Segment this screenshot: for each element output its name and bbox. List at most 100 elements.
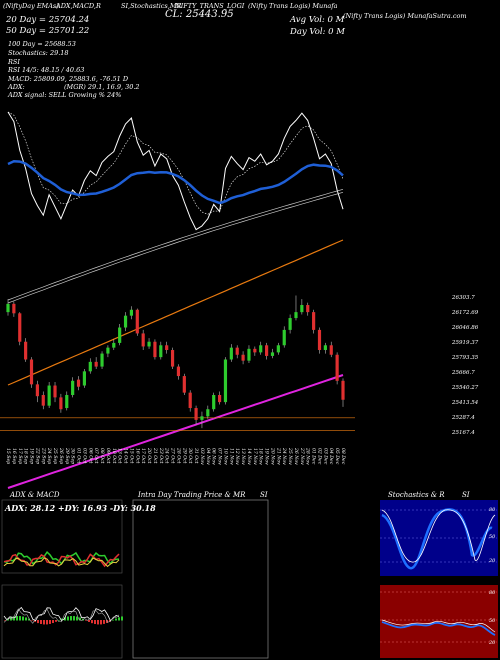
- macd-bar: [100, 620, 102, 625]
- date-tick: 13 Oct: [117, 448, 123, 464]
- candle-body: [323, 345, 327, 351]
- ema-100-line-b: [7, 191, 344, 304]
- stoch-panel: [380, 500, 498, 576]
- ema-200-line: [7, 239, 344, 386]
- date-tick: 10 Oct: [111, 448, 117, 464]
- candle-body: [76, 379, 81, 387]
- date-tick: 19 Nov: [264, 448, 270, 465]
- candle-body: [212, 395, 216, 410]
- price-tick: 25666.7: [451, 370, 475, 376]
- stoch-d-line: [381, 509, 496, 563]
- price-tick: 25413.54: [451, 400, 479, 406]
- candle-body: [294, 312, 298, 319]
- intraday-panel-title-suffix: SI: [260, 491, 268, 499]
- macd-bar: [34, 620, 36, 622]
- date-tick: 05 Dec: [334, 448, 340, 465]
- date-tick: 24 Sep: [46, 447, 52, 464]
- rsi-tick-20: 20: [489, 640, 496, 646]
- minus-di-line: [3, 553, 120, 568]
- date-tick: 27 Oct: [170, 447, 176, 464]
- macd-bar: [25, 617, 27, 621]
- candle-body: [123, 315, 128, 328]
- close-price: CL: 25443.95: [165, 9, 234, 20]
- candle-body: [47, 385, 51, 406]
- candle-body: [153, 341, 157, 358]
- header-ema-title: (NiftyDay EMAs): [3, 2, 59, 10]
- candle-body: [200, 416, 204, 420]
- close-line: [7, 111, 344, 231]
- candle-body: [141, 333, 145, 347]
- day-volume: Day Vol: 0 M: [290, 27, 345, 37]
- candle-body: [165, 345, 169, 351]
- macd-bar: [112, 619, 114, 621]
- macd-bar: [28, 618, 30, 621]
- macd-bar: [109, 620, 111, 622]
- candle-body: [241, 354, 245, 361]
- macd-line: [3, 606, 120, 622]
- date-tick: 03 Oct: [81, 448, 87, 464]
- date-tick: 06 Oct: [87, 448, 93, 464]
- candle-body: [35, 384, 39, 397]
- candle-body: [341, 380, 345, 400]
- date-tick: 20 Nov: [269, 447, 275, 465]
- header-symbol-code: NIFTY_TRANS_LOGI: [175, 2, 245, 10]
- candle-body: [306, 305, 310, 313]
- macd-values: MACD: 25809.09, 25883.6, -76.51 D: [8, 75, 129, 83]
- date-tick: 21 Oct: [152, 447, 158, 464]
- date-tick: 17 Nov: [252, 448, 258, 465]
- ema-100-line-a: [7, 188, 344, 301]
- date-tick: 06 Nov: [211, 448, 217, 465]
- date-tick: 23 Oct: [158, 447, 164, 464]
- price-tick: 26303.7: [451, 295, 475, 301]
- ema-20-line: [7, 160, 344, 205]
- date-tick: 29 Sep: [64, 447, 70, 464]
- macd-bar: [82, 618, 84, 621]
- date-tick: 28 Oct: [175, 447, 181, 464]
- macd-bar: [91, 620, 93, 624]
- ema-100: 100 Day = 25688.53: [8, 40, 76, 48]
- rsi-tick-50: 50: [489, 618, 496, 624]
- macd-bar: [7, 618, 9, 621]
- macd-bar: [118, 617, 120, 621]
- candle-body: [71, 380, 75, 396]
- date-tick: 12 Nov: [234, 448, 240, 465]
- stoch-tick-50: 50: [489, 534, 496, 540]
- macd-bar: [13, 616, 15, 621]
- candle-body: [88, 361, 92, 372]
- candle-body: [182, 376, 186, 393]
- candle-body: [29, 359, 34, 385]
- date-tick: 31 Oct: [193, 448, 199, 464]
- macd-bar: [97, 620, 99, 625]
- date-tick: 16 Sep: [11, 448, 17, 464]
- candle-body: [94, 361, 98, 367]
- date-tick: 07 Nov: [217, 448, 223, 465]
- candle-body: [53, 385, 57, 398]
- candle-body: [194, 408, 198, 420]
- stoch-tick-80: 80: [489, 507, 496, 513]
- macd-bar: [115, 618, 117, 621]
- rsi-line: [381, 621, 496, 636]
- candle-body: [247, 348, 251, 361]
- macd-bar: [43, 620, 45, 625]
- macd-bar: [31, 620, 33, 621]
- ema-50: 50 Day = 25701.22: [6, 26, 90, 36]
- macd-panel: [1, 584, 123, 659]
- macd-bar: [94, 620, 96, 625]
- adx-signal: ADX signal: SELL Growing % 24%: [8, 91, 122, 99]
- stoch-k-line: [381, 508, 493, 570]
- avg-volume: Avg Vol: 0 M: [290, 15, 345, 25]
- date-tick: 22 Sep: [34, 447, 40, 464]
- candle-body: [317, 329, 322, 351]
- candle-body: [24, 341, 28, 360]
- date-tick: 28 Nov: [305, 447, 311, 465]
- date-tick: 02 Dec: [316, 448, 322, 465]
- stoch-value: Stochastics: 29.18: [8, 49, 69, 57]
- candle-body: [276, 345, 280, 353]
- header-adx-macd: ADX,MACD,R: [56, 2, 101, 10]
- macd-bar: [4, 620, 6, 621]
- candle-body: [259, 345, 263, 353]
- candle-body: [188, 392, 192, 409]
- date-tick: 04 Nov: [205, 448, 211, 465]
- candle-body: [106, 347, 110, 354]
- ema-20: 20 Day = 25704.24: [6, 15, 90, 25]
